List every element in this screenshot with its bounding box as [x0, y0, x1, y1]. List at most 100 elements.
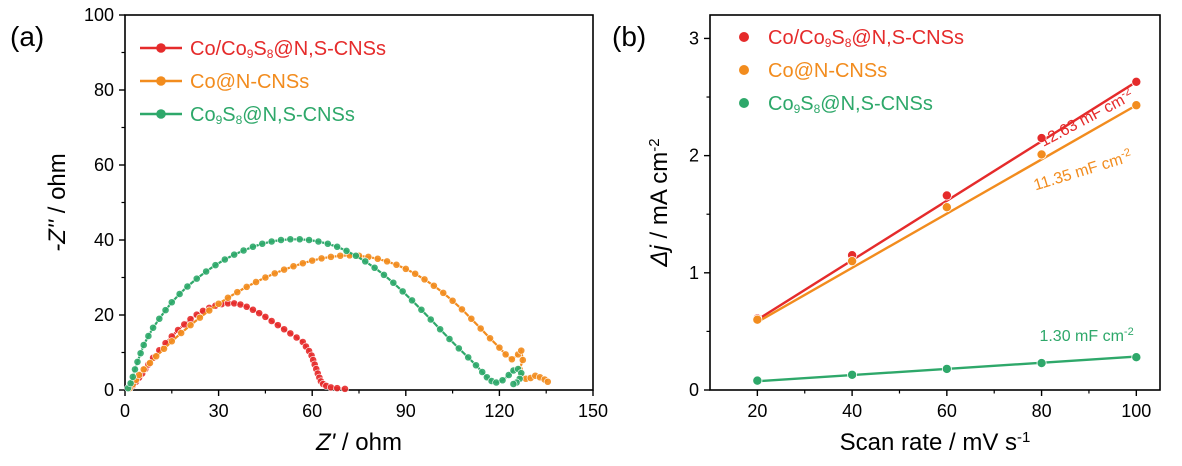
- data-point: [486, 334, 494, 343]
- legend-label: Co/Co9S8@N,S-CNSs: [190, 38, 386, 61]
- x-tick-label: 120: [484, 401, 514, 421]
- data-point: [298, 259, 307, 268]
- data-point: [149, 323, 157, 332]
- legend-label-sub-3: 8: [814, 102, 821, 116]
- x-tick-label: 150: [578, 401, 608, 421]
- data-point: [370, 263, 379, 272]
- x-axis-label-sup: -1: [1017, 429, 1030, 446]
- x-tick-label: 20: [747, 401, 767, 421]
- data-point: [507, 355, 516, 364]
- plot-frame: [709, 14, 1161, 391]
- y-tick-label: 0: [104, 380, 114, 400]
- data-point: [351, 251, 360, 260]
- slope-annotation-sup: -2: [1124, 326, 1134, 338]
- y-tick-label: 20: [94, 305, 114, 325]
- data-point: [1036, 358, 1047, 369]
- slope-annotation-sup: -2: [1119, 146, 1132, 160]
- data-point: [752, 375, 763, 386]
- y-tick-label: 60: [94, 155, 114, 175]
- data-point: [152, 352, 161, 361]
- data-point: [1036, 149, 1047, 160]
- data-point: [380, 270, 388, 279]
- data-point: [408, 296, 416, 305]
- x-axis-label: Scan rate / mV s-1: [840, 429, 1031, 457]
- legend-label-part-0: Co@N-CNSs: [768, 60, 887, 82]
- legend-marker: [156, 43, 166, 53]
- data-point: [249, 242, 257, 251]
- data-point: [308, 256, 317, 265]
- data-point: [333, 384, 342, 393]
- data-point: [249, 305, 257, 314]
- data-point: [509, 380, 518, 388]
- data-point: [498, 376, 507, 385]
- slope-annotation: 1.30 mF cm-2: [1039, 326, 1133, 345]
- y-tick-label: 40: [94, 230, 114, 250]
- x-tick-label: 0: [120, 401, 130, 421]
- y-axis-label-italic: Δj: [646, 244, 673, 267]
- data-point: [305, 236, 313, 244]
- data-point: [289, 262, 298, 271]
- y-axis-label: Δj / mA cm-2: [646, 138, 674, 267]
- data-point: [224, 293, 232, 302]
- data-point: [476, 324, 485, 333]
- y-axis-label-text: / ohm: [44, 153, 71, 220]
- data-point: [160, 344, 168, 353]
- data-point: [518, 356, 527, 364]
- data-point: [398, 287, 407, 296]
- data-point: [267, 317, 276, 325]
- data-point: [205, 306, 214, 315]
- data-point: [175, 290, 184, 298]
- data-point: [192, 274, 201, 283]
- legend-label-sub-1: 9: [216, 113, 223, 127]
- data-point: [258, 239, 267, 248]
- legend-label-part-2: S: [222, 104, 235, 126]
- data-point: [401, 264, 410, 273]
- data-point: [342, 246, 351, 255]
- data-point: [286, 329, 295, 338]
- slope-annotation: 12.63 mF cm-2: [1036, 85, 1136, 150]
- data-point: [429, 281, 438, 290]
- data-point: [242, 282, 251, 291]
- data-point: [136, 349, 145, 358]
- x-tick-label: 60: [937, 401, 957, 421]
- data-point: [941, 190, 952, 201]
- legend-label: Co/Co9S8@N,S-CNSs: [768, 27, 964, 50]
- legend-label-part-0: Co/Co: [190, 38, 247, 60]
- legend-label-part-2: S: [831, 27, 844, 49]
- data-point: [517, 346, 526, 355]
- data-point: [270, 269, 279, 278]
- x-axis-label-text: / ohm: [335, 429, 402, 456]
- slope-annotation-value: 12.63 mF cm: [1037, 92, 1127, 151]
- data-point: [167, 298, 176, 307]
- data-point: [280, 325, 289, 334]
- data-point: [323, 239, 332, 248]
- fit-line: [756, 104, 1137, 324]
- x-tick-label: 60: [302, 401, 322, 421]
- legend-label-part-0: Co: [768, 93, 794, 115]
- data-point: [417, 305, 426, 314]
- data-point: [420, 275, 429, 284]
- panel-label: (b): [612, 21, 646, 52]
- panel-label: (a): [10, 21, 44, 52]
- legend-label-part-4: @N,S-CNSs: [851, 27, 964, 49]
- y-axis-label-italic: -Z'': [44, 219, 71, 252]
- data-point: [327, 252, 335, 261]
- data-point: [1036, 133, 1047, 144]
- data-point: [314, 237, 323, 246]
- data-point: [383, 257, 391, 266]
- data-point: [1131, 352, 1142, 363]
- legend-label-part-4: @N,S-CNSs: [820, 93, 933, 115]
- legend-label-part-4: @N,S-CNSs: [273, 38, 386, 60]
- legend-label-sub-1: 9: [247, 47, 254, 61]
- data-point: [478, 368, 487, 376]
- series-0: [125, 299, 349, 393]
- data-point: [220, 255, 229, 264]
- legend-marker: [739, 32, 749, 42]
- data-point: [273, 321, 282, 330]
- data-point: [139, 365, 148, 374]
- x-tick-label: 100: [1121, 401, 1151, 421]
- data-point: [1131, 100, 1142, 111]
- data-point: [252, 278, 260, 286]
